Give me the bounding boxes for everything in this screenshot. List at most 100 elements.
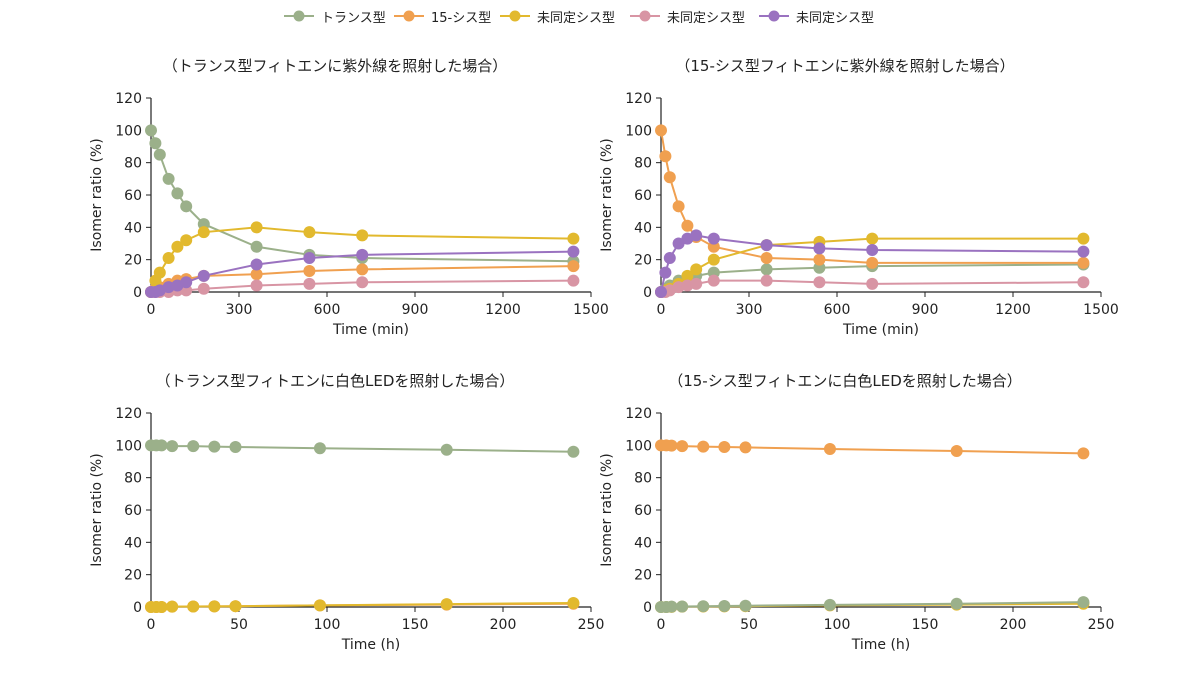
data-point — [950, 444, 963, 457]
x-tick-label: 1500 — [1083, 302, 1119, 318]
y-tick-label: 0 — [133, 285, 142, 301]
x-tick-label: 1200 — [995, 302, 1031, 318]
data-point — [690, 263, 703, 276]
y-tick-label: 60 — [124, 188, 142, 204]
data-point — [197, 226, 210, 239]
x-tick-label: 50 — [230, 617, 248, 633]
data-point — [681, 269, 694, 282]
data-point — [155, 439, 168, 452]
data-point — [153, 266, 166, 279]
data-point — [567, 260, 580, 273]
data-point — [1077, 232, 1090, 245]
data-point — [250, 221, 263, 234]
data-point — [866, 232, 879, 245]
data-point — [149, 137, 162, 150]
data-point — [356, 229, 369, 242]
x-tick-label: 250 — [578, 617, 605, 633]
y-tick-label: 80 — [634, 471, 652, 487]
data-point — [229, 600, 242, 613]
data-point — [718, 440, 731, 453]
data-point — [303, 252, 316, 265]
data-point — [739, 599, 752, 612]
data-point — [197, 269, 210, 282]
y-axis-label: Isomer ratio (%) — [89, 138, 105, 251]
legend-swatch — [500, 10, 530, 22]
data-point — [171, 187, 184, 200]
x-tick-label: 300 — [226, 302, 253, 318]
x-tick-label: 1200 — [485, 302, 521, 318]
data-point — [866, 256, 879, 269]
data-point — [866, 277, 879, 290]
data-point — [672, 237, 685, 250]
data-point — [707, 274, 720, 287]
x-axis-label: Time (min) — [332, 322, 409, 338]
y-tick-label: 20 — [634, 253, 652, 269]
legend-label: トランス型 — [321, 10, 386, 26]
x-tick-label: 150 — [912, 617, 939, 633]
chart-title: （トランス型フィトエンに白色LEDを照射した場合） — [155, 372, 515, 390]
data-point — [1077, 245, 1090, 258]
x-tick-label: 0 — [147, 617, 156, 633]
x-tick-label: 600 — [824, 302, 851, 318]
legend-marker — [768, 10, 780, 22]
data-point — [567, 245, 580, 258]
data-point — [760, 263, 773, 276]
data-point — [760, 252, 773, 265]
data-point — [690, 277, 703, 290]
data-point — [567, 445, 580, 458]
data-point — [153, 148, 166, 161]
data-point — [663, 252, 676, 265]
data-point — [229, 440, 242, 453]
data-point — [155, 601, 168, 613]
data-point — [313, 442, 326, 455]
data-point — [681, 219, 694, 232]
data-point — [440, 598, 453, 611]
y-tick-label: 100 — [115, 438, 142, 454]
data-point — [676, 440, 689, 453]
y-axis-label: Isomer ratio (%) — [89, 453, 105, 566]
x-tick-label: 900 — [912, 302, 939, 318]
data-point — [180, 276, 193, 289]
legend-swatch — [284, 10, 314, 22]
series-line — [150, 130, 574, 263]
y-tick-label: 120 — [625, 406, 652, 422]
data-point — [313, 599, 326, 612]
data-point — [356, 276, 369, 289]
legend-entry: 未同定シス型 — [629, 6, 745, 26]
y-axis-label: Isomer ratio (%) — [599, 138, 615, 251]
legend-swatch — [759, 10, 789, 22]
data-point — [659, 150, 672, 163]
data-point — [665, 439, 678, 452]
data-point — [567, 274, 580, 287]
x-tick-label: 100 — [824, 617, 851, 633]
chart-title: （15-シス型フィトエンに白色LEDを照射した場合） — [668, 372, 1022, 390]
x-tick-label: 300 — [736, 302, 763, 318]
data-point — [676, 600, 689, 613]
y-tick-label: 120 — [115, 406, 142, 422]
data-point — [250, 240, 263, 253]
data-point — [303, 226, 316, 239]
data-point — [813, 242, 826, 255]
data-point — [950, 597, 963, 610]
x-tick-label: 200 — [490, 617, 517, 633]
data-point — [672, 200, 685, 213]
legend-label: 未同定シス型 — [667, 10, 746, 26]
y-axis-label: Isomer ratio (%) — [599, 453, 615, 566]
x-tick-label: 0 — [657, 302, 666, 318]
data-point — [866, 243, 879, 256]
x-tick-label: 150 — [402, 617, 429, 633]
data-point — [250, 268, 263, 281]
legend-marker — [403, 10, 415, 22]
y-tick-label: 0 — [643, 600, 652, 616]
legend-marker — [509, 10, 521, 22]
y-tick-label: 40 — [634, 535, 652, 551]
legend-label: 未同定シス型 — [537, 10, 616, 26]
data-point — [1077, 276, 1090, 289]
data-point — [697, 600, 710, 613]
data-point — [1077, 256, 1090, 269]
data-point — [356, 263, 369, 276]
y-tick-label: 40 — [634, 220, 652, 236]
data-point — [665, 600, 678, 613]
data-point — [171, 240, 184, 253]
data-point — [760, 274, 773, 287]
